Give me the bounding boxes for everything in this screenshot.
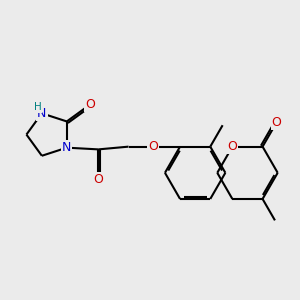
Text: H: H <box>34 102 41 112</box>
Text: N: N <box>62 141 71 154</box>
Text: O: O <box>272 116 282 129</box>
Text: O: O <box>85 98 95 111</box>
Text: O: O <box>93 173 103 186</box>
Text: N: N <box>37 107 46 120</box>
Text: O: O <box>227 140 237 153</box>
Text: O: O <box>148 140 158 153</box>
